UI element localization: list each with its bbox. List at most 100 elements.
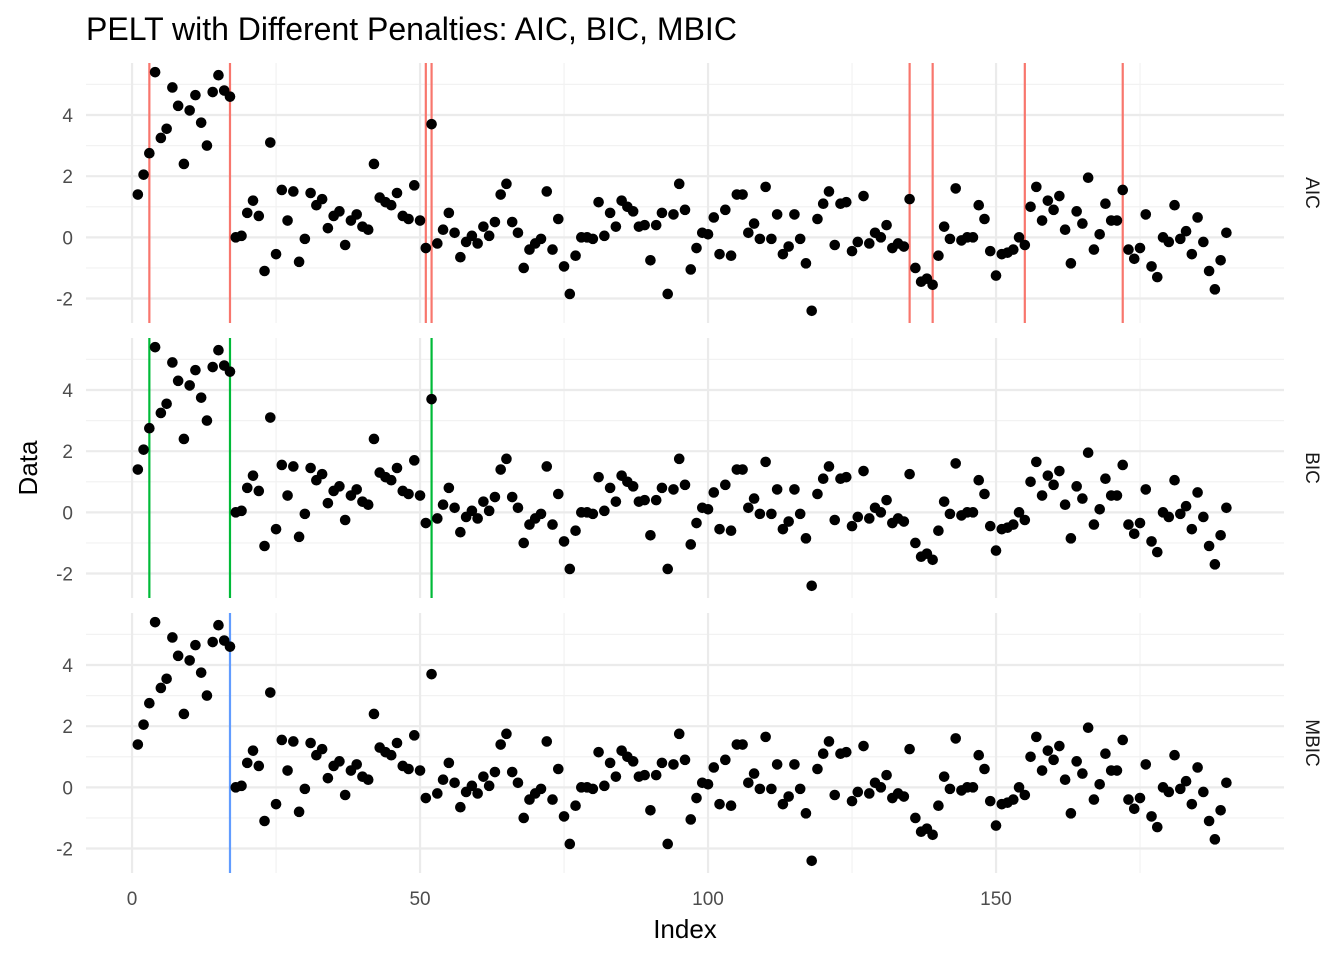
data-point: [1134, 517, 1146, 529]
data-point: [506, 216, 518, 228]
data-point: [702, 228, 714, 240]
data-point: [754, 783, 766, 795]
data-point: [864, 513, 875, 524]
data-point: [1088, 244, 1100, 255]
data-point: [552, 763, 564, 775]
data-point: [247, 195, 259, 206]
data-point: [1198, 786, 1209, 798]
data-point: [812, 213, 823, 225]
data-point: [685, 539, 697, 550]
data-point: [1065, 808, 1077, 819]
data-point: [241, 757, 253, 769]
data-point: [714, 248, 725, 260]
data-point: [979, 763, 990, 775]
data-point: [518, 812, 530, 824]
x-tick-label: 100: [692, 889, 724, 910]
data-point: [224, 91, 236, 102]
data-point: [783, 516, 794, 527]
y-axis-title: Data: [13, 440, 43, 495]
data-point: [552, 488, 564, 500]
data-point: [599, 505, 610, 517]
data-point: [190, 639, 201, 651]
data-point: [639, 219, 650, 231]
data-point: [385, 474, 397, 486]
data-point: [610, 771, 622, 782]
data-point: [466, 230, 478, 242]
data-point: [558, 536, 570, 547]
data-point: [362, 774, 374, 786]
data-point: [737, 189, 748, 200]
y-tick-label: -2: [56, 565, 73, 586]
data-point: [1036, 490, 1048, 501]
data-point: [426, 393, 437, 405]
data-point: [489, 491, 501, 503]
data-point: [1042, 195, 1054, 206]
data-point: [293, 806, 305, 818]
data-point: [420, 792, 432, 804]
data-point: [1192, 487, 1203, 498]
data-point: [564, 563, 576, 575]
data-point: [708, 212, 720, 223]
data-point: [1065, 533, 1077, 544]
y-tick-label: -2: [56, 840, 73, 861]
data-point: [910, 812, 921, 824]
data-point: [1128, 528, 1140, 540]
data-point: [604, 207, 616, 219]
data-point: [1169, 749, 1180, 761]
data-point: [668, 759, 679, 770]
data-point: [1042, 745, 1054, 756]
data-point: [1209, 284, 1221, 295]
data-point: [668, 209, 679, 220]
data-point: [1019, 239, 1031, 251]
data-point: [662, 288, 674, 300]
data-point: [587, 233, 599, 245]
data-point: [512, 227, 524, 239]
data-point: [334, 206, 345, 217]
data-point: [403, 213, 414, 225]
data-point: [535, 508, 547, 520]
data-point: [627, 206, 639, 217]
data-point: [570, 525, 581, 537]
data-point: [1203, 540, 1215, 552]
data-point: [541, 461, 553, 472]
data-point: [817, 748, 829, 760]
data-point: [725, 525, 737, 537]
data-point: [259, 265, 270, 277]
data-point: [938, 221, 950, 232]
data-point: [547, 519, 558, 530]
data-point: [455, 251, 466, 263]
data-point: [351, 209, 363, 220]
data-point: [950, 183, 962, 194]
data-point: [1163, 511, 1175, 523]
data-point: [385, 749, 397, 761]
data-point: [552, 213, 564, 225]
data-point: [144, 422, 155, 434]
data-point: [875, 782, 887, 793]
data-point: [1019, 514, 1031, 526]
data-point: [599, 230, 610, 242]
data-point: [224, 366, 236, 377]
x-axis: 0 50 100 150: [127, 889, 1012, 910]
data-point: [305, 187, 316, 199]
data-point: [334, 481, 345, 492]
data-point: [207, 636, 219, 648]
data-point: [172, 375, 184, 387]
data-point: [944, 233, 956, 245]
panel-bic: -2 0 2 4 BIC: [56, 338, 1322, 598]
y-tick-label: 0: [62, 228, 73, 249]
data-point: [1146, 811, 1157, 822]
data-point: [1192, 212, 1203, 223]
data-point: [155, 682, 167, 694]
data-point: [743, 777, 754, 789]
data-point: [604, 757, 616, 769]
data-point: [673, 178, 685, 190]
data-point: [432, 788, 443, 799]
data-point: [1221, 227, 1232, 239]
data-point: [1054, 740, 1065, 752]
data-point: [794, 233, 806, 245]
data-point: [852, 236, 864, 248]
data-point: [1059, 224, 1071, 236]
data-point: [506, 766, 518, 778]
data-point: [518, 537, 530, 549]
data-point: [858, 740, 869, 752]
